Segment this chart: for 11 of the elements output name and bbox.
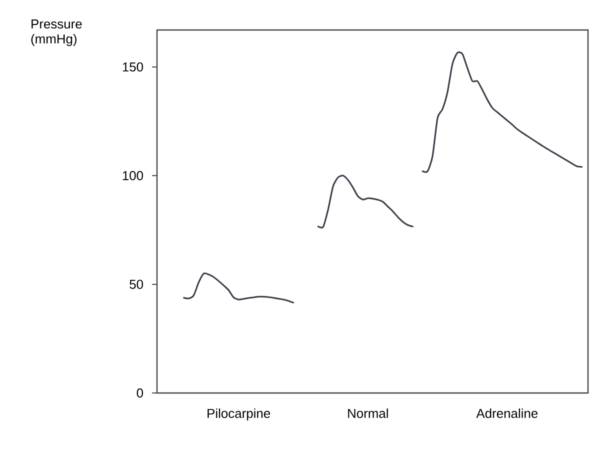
line-series <box>317 174 414 228</box>
y-tick-label: 100 <box>122 171 144 180</box>
x-tick-label: Adrenaline <box>476 408 538 418</box>
y-tick-label: 150 <box>122 62 144 72</box>
line-series <box>183 272 294 304</box>
x-tick-label: Pilocarpine <box>208 408 270 421</box>
y-tick-label: 0 <box>136 388 144 398</box>
line-series <box>422 52 583 173</box>
x-tick-label: Normal <box>348 408 388 418</box>
y-axis-title: Pressure (mmHg) <box>31 20 82 46</box>
y-tick-label: 50 <box>130 280 144 289</box>
